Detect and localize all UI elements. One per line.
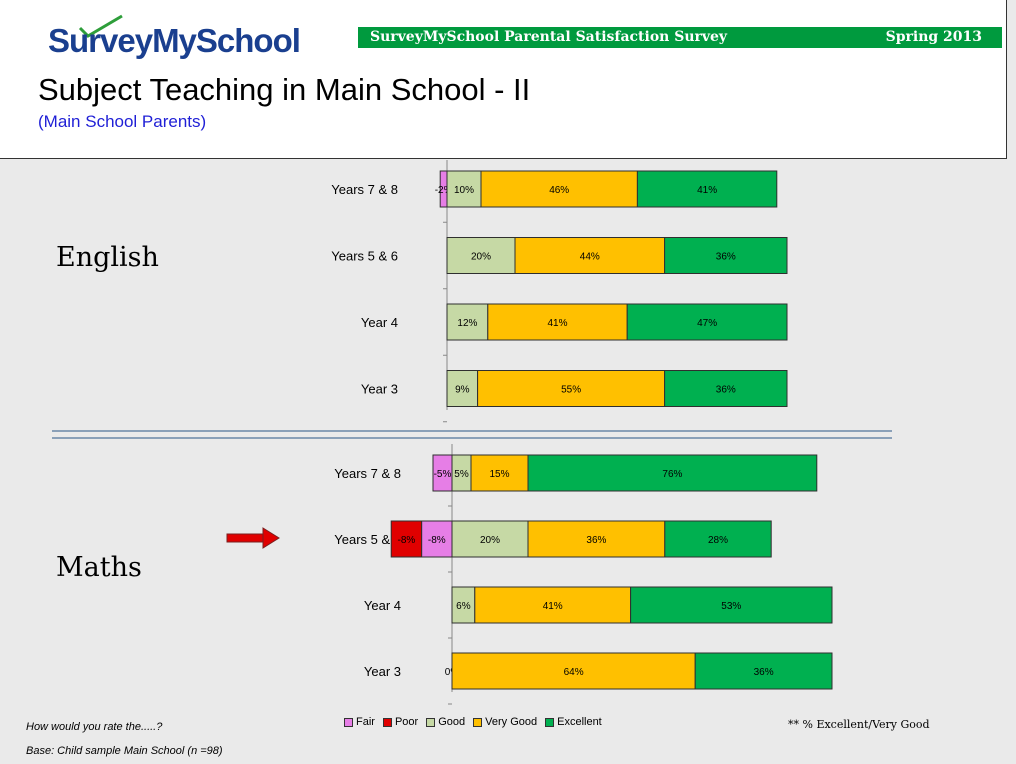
legend-label: Very Good	[485, 716, 538, 728]
english-category-label: Years 7 & 8	[331, 182, 398, 197]
english-data-label-years-5-6-very-good: 44%	[580, 252, 600, 263]
legend-item-good: Good	[426, 716, 465, 728]
english-data-label-year-4-very-good: 41%	[547, 318, 567, 329]
maths-bar-years-5-6-poor	[390, 520, 423, 558]
english-bar-year-4-very-good	[487, 303, 628, 341]
maths-data-label-year-4-very-good: 41%	[543, 601, 563, 612]
survey-banner: SurveyMySchool Parental Satisfaction Sur…	[358, 27, 1002, 48]
english-data-label-years-7-8-very-good: 46%	[549, 185, 569, 196]
maths-bar-years-7-8-excellent	[527, 454, 818, 492]
english-data-label-year-4-excellent: 47%	[697, 318, 717, 329]
logo-tick-icon	[78, 14, 123, 38]
english-data-label-year-4-good: 12%	[457, 318, 477, 329]
maths-category-label: Year 3	[364, 664, 401, 679]
english-bar-year-3-excellent	[664, 370, 788, 407]
english-data-label-years-5-6-excellent: 36%	[716, 252, 736, 263]
maths-bar-year-4-excellent	[630, 586, 833, 624]
english-bar-years-7-8-excellent	[636, 170, 778, 208]
maths-category-label: Year 4	[364, 598, 401, 613]
legend-label: Fair	[356, 716, 375, 728]
footnote-question: How would you rate the.....?	[26, 721, 163, 733]
legend-swatch-very-good	[473, 717, 483, 727]
english-bar-years-7-8-very-good	[480, 170, 638, 208]
legend-item-excellent: Excellent	[545, 716, 602, 728]
english-bar-years-5-6-very-good	[514, 237, 666, 274]
english-bar-years-5-6-excellent	[664, 237, 788, 274]
english-data-label-years-7-8-good: 10%	[454, 185, 474, 196]
english-data-label-year-3-good: 9%	[455, 385, 470, 396]
maths-data-label-year-4-good: 6%	[456, 601, 471, 612]
maths-bar-years-5-6-good	[451, 520, 529, 558]
maths-data-label-years-7-8-very-good: 15%	[489, 469, 509, 480]
english-bar-years-5-6-good	[446, 237, 516, 274]
page-subtitle: (Main School Parents)	[38, 112, 207, 131]
english-data-label-year-3-very-good: 55%	[561, 385, 581, 396]
maths-data-label-year-4-excellent: 53%	[721, 601, 741, 612]
legend-swatch-excellent	[545, 717, 555, 727]
chart-legend: Fair Poor Good Very Good Excellent	[344, 716, 610, 728]
legend-label: Good	[438, 716, 466, 728]
section-label-english: English	[56, 242, 159, 273]
maths-data-label-years-5-6-good: 20%	[480, 535, 500, 546]
english-category-label: Year 3	[361, 382, 398, 397]
english-data-label-years-7-8-excellent: 41%	[697, 185, 717, 196]
logo: SurveyMySchool	[48, 22, 301, 59]
legend-item-fair: Fair	[344, 716, 375, 728]
footnote-base: Base: Child sample Main School (n =98)	[26, 745, 223, 757]
english-bar-year-4-excellent	[626, 303, 788, 341]
english-data-label-years-7-8-fair: -2%	[435, 185, 453, 196]
banner-title: SurveyMySchool Parental Satisfaction Sur…	[370, 29, 728, 45]
legend-label: Poor	[394, 716, 419, 728]
maths-data-label-year-3-excellent: 36%	[754, 667, 774, 678]
maths-data-label-years-7-8-fair: -5%	[434, 469, 452, 480]
legend-swatch-fair	[344, 717, 353, 727]
section-divider	[52, 430, 892, 439]
maths-data-label-years-5-6-very-good: 36%	[586, 535, 606, 546]
footnote-note: ** % Excellent/Very Good	[788, 718, 930, 731]
legend-item-very-good: Very Good	[473, 716, 537, 728]
legend-item-poor: Poor	[382, 716, 419, 728]
maths-data-label-year-3-very-good: 64%	[564, 667, 584, 678]
page-title: Subject Teaching in Main School - II	[38, 72, 531, 107]
english-bar-years-7-8-good	[446, 170, 482, 208]
english-category-label: Year 4	[361, 315, 398, 330]
english-category-label: Years 5 & 6	[331, 249, 398, 264]
maths-category-label: Years 7 & 8	[334, 466, 401, 481]
legend-swatch-good	[426, 717, 436, 727]
english-data-label-year-3-excellent: 36%	[716, 385, 736, 396]
banner-date: Spring 2013	[885, 29, 982, 45]
maths-data-label-years-7-8-good: 5%	[454, 469, 469, 480]
legend-label: Excellent	[557, 716, 602, 728]
maths-bar-years-5-6-excellent	[664, 520, 772, 558]
maths-bar-year-3-very-good	[451, 652, 696, 690]
maths-data-label-years-7-8-excellent: 76%	[662, 469, 682, 480]
english-bar-year-3-very-good	[477, 370, 666, 407]
header-panel: SurveyMySchool SurveyMySchool Parental S…	[0, 0, 1007, 159]
legend-swatch-poor	[382, 717, 392, 727]
maths-data-label-years-5-6-fair: -8%	[428, 535, 446, 546]
arrow-right-icon	[226, 527, 280, 549]
section-label-maths: Maths	[56, 552, 142, 583]
maths-data-label-years-5-6-excellent: 28%	[708, 535, 728, 546]
maths-bar-year-4-very-good	[474, 586, 632, 624]
english-data-label-years-5-6-good: 20%	[471, 252, 491, 263]
maths-data-label-years-5-6-poor: -8%	[398, 535, 416, 546]
maths-category-label: Years 5 & 6	[334, 532, 401, 547]
maths-bar-year-3-excellent	[694, 652, 833, 690]
